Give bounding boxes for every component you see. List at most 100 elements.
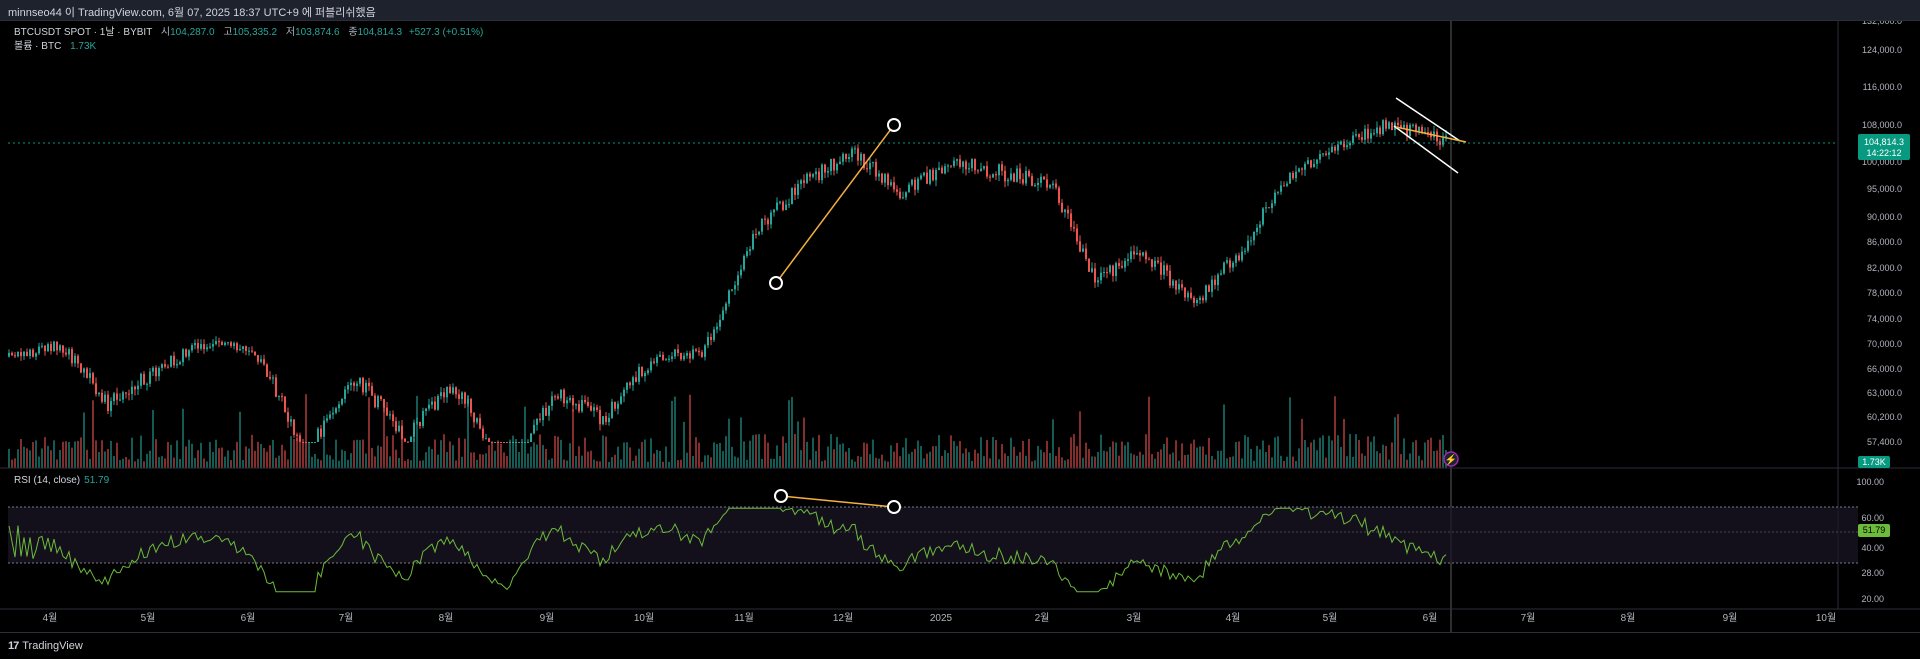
time-axis[interactable]: 4월 5월 6월 7월 8월 9월 10월 11월 12월 2025 2월 3월 4월 5월 6월 7월 8월 9… bbox=[0, 608, 1920, 624]
volume-bars bbox=[8, 394, 1447, 468]
candle-body bbox=[758, 231, 760, 235]
volume-bar bbox=[431, 449, 433, 468]
tradingview-logo[interactable]: 17 TradingView bbox=[8, 640, 83, 652]
volume-bar bbox=[1073, 434, 1075, 468]
volume-bar bbox=[1382, 444, 1384, 468]
volume-bar bbox=[551, 458, 553, 468]
volume-bar bbox=[1274, 437, 1276, 468]
candle-body bbox=[320, 428, 322, 437]
volume-bar bbox=[113, 456, 115, 468]
volume-bar bbox=[1139, 451, 1141, 468]
volume-bar bbox=[1001, 444, 1003, 468]
volume-bar bbox=[1319, 437, 1321, 468]
alert-icon[interactable]: ⚡ bbox=[1443, 451, 1459, 467]
candle-body bbox=[686, 353, 688, 356]
volume-bar bbox=[1406, 459, 1408, 468]
candle-body bbox=[956, 159, 958, 161]
volume-bar bbox=[98, 451, 100, 468]
candle-body bbox=[803, 180, 805, 183]
candle-body bbox=[170, 355, 172, 367]
volume-bar bbox=[425, 452, 427, 468]
rsi-axis[interactable]: 100.00 60.00 40.00 28.00 20.00 bbox=[1856, 477, 1884, 604]
candle-body bbox=[1247, 240, 1249, 251]
volume-bar bbox=[1385, 445, 1387, 468]
volume-bar bbox=[626, 442, 628, 468]
candle-body bbox=[782, 201, 784, 210]
candle-body bbox=[1016, 168, 1018, 182]
volume-bar bbox=[554, 435, 556, 468]
price-badge-countdown: 14:22:12 bbox=[1866, 148, 1901, 158]
candle-body bbox=[50, 344, 52, 351]
candle-body bbox=[422, 411, 424, 426]
symbol-label[interactable]: BTCUSDT SPOT · 1날 · BYBIT bbox=[14, 27, 153, 38]
candle-body bbox=[1445, 135, 1447, 139]
trendline-point-start[interactable] bbox=[769, 276, 783, 290]
volume-bar bbox=[1226, 458, 1228, 468]
volume-bar bbox=[1289, 397, 1291, 468]
candle-body bbox=[200, 344, 202, 349]
candle-body bbox=[860, 153, 862, 161]
volume-bar bbox=[1070, 437, 1072, 468]
candle-body bbox=[890, 182, 892, 186]
volume-bar bbox=[242, 459, 244, 468]
candle-body bbox=[302, 442, 304, 443]
candle-body bbox=[947, 165, 949, 167]
candle-body bbox=[641, 366, 643, 377]
candle-body bbox=[1280, 185, 1282, 192]
volume-bar bbox=[89, 458, 91, 468]
candle-body bbox=[41, 345, 43, 347]
rsi-legend: RSI (14, close) 51.79 bbox=[14, 475, 109, 486]
candle-body bbox=[74, 355, 76, 364]
volume-bar bbox=[1412, 442, 1414, 468]
rsi-label[interactable]: RSI (14, close) bbox=[14, 475, 81, 486]
candle-body bbox=[1058, 187, 1060, 203]
candle-body bbox=[872, 162, 874, 164]
candle-body bbox=[614, 401, 616, 409]
volume-bar bbox=[203, 458, 205, 468]
candle-body bbox=[362, 377, 364, 393]
rsi-line bbox=[8, 507, 1447, 593]
volume-bar bbox=[1112, 441, 1114, 468]
volume-bar bbox=[1352, 456, 1354, 468]
volume-bar bbox=[470, 452, 472, 468]
volume-bar bbox=[17, 449, 19, 468]
price-axis[interactable]: 132,000.0 124,000.0 116,000.0 108,000.0 100,… bbox=[1862, 21, 1902, 447]
rsi-divergence-end[interactable] bbox=[887, 500, 901, 514]
open-label: 시 bbox=[160, 27, 171, 38]
candle-body bbox=[812, 174, 814, 177]
volume-bar bbox=[1400, 454, 1402, 468]
volume-value: 1.73K bbox=[70, 41, 97, 52]
trendline-point-end[interactable] bbox=[887, 118, 901, 132]
candle-body bbox=[1112, 265, 1114, 276]
candle-body bbox=[227, 342, 229, 344]
publish-caption: minnseo44 이 TradingView.com, 6월 07, 2025… bbox=[8, 7, 376, 19]
candle-body bbox=[1214, 279, 1216, 286]
volume-label[interactable]: 볼륨 · BTC bbox=[14, 41, 62, 52]
volume-bar bbox=[644, 439, 646, 468]
time-axis-tick: 6월 bbox=[1423, 612, 1438, 624]
candle-body bbox=[1193, 297, 1195, 303]
candle-body bbox=[935, 170, 937, 181]
volume-bar bbox=[1328, 435, 1330, 468]
rsi-divergence-start[interactable] bbox=[774, 489, 788, 503]
volume-bar bbox=[344, 451, 346, 468]
candle-body bbox=[242, 346, 244, 349]
candle-body bbox=[965, 161, 967, 170]
candle-body bbox=[128, 393, 130, 395]
price-axis-tick: 70,000.0 bbox=[1867, 339, 1902, 349]
candle-body bbox=[1184, 287, 1186, 298]
candle-body bbox=[806, 173, 808, 183]
volume-badge: 1.73K bbox=[1858, 456, 1890, 468]
volume-bar bbox=[272, 439, 274, 468]
volume-bar bbox=[1421, 460, 1423, 468]
volume-bar bbox=[1418, 455, 1420, 468]
svg-text:⚡: ⚡ bbox=[1445, 453, 1457, 466]
volume-bar bbox=[716, 444, 718, 468]
candle-body bbox=[557, 396, 559, 399]
volume-bar bbox=[1394, 417, 1396, 468]
volume-bar bbox=[1163, 444, 1165, 468]
candle-body bbox=[743, 255, 745, 270]
low-label: 저 bbox=[285, 27, 296, 38]
chart-canvas[interactable]: 132,000.0 124,000.0 116,000.0 108,000.0 100,… bbox=[0, 21, 1920, 632]
candle-body bbox=[1334, 146, 1336, 151]
